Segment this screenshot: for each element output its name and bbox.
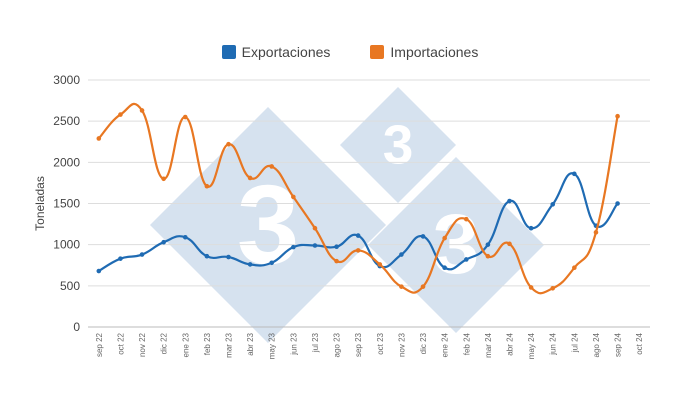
data-point-exportaciones: [291, 244, 296, 250]
data-point-importaciones: [593, 230, 599, 235]
y-tick-label: 500: [60, 279, 80, 293]
x-tick-label: ene 23: [181, 332, 190, 357]
data-point-exportaciones: [355, 233, 361, 238]
data-point-importaciones: [139, 108, 145, 113]
watermark-numeral: 3: [383, 114, 414, 176]
x-tick-label: sep 22: [95, 332, 104, 357]
data-point-importaciones: [291, 194, 296, 200]
data-point-exportaciones: [442, 265, 447, 271]
x-tick-label: ago 24: [592, 332, 601, 357]
legend-swatch-exportaciones: [221, 45, 236, 59]
data-point-exportaciones: [485, 242, 491, 247]
watermark-diamond: [340, 87, 456, 203]
data-point-exportaciones: [528, 225, 534, 231]
data-point-exportaciones: [463, 257, 469, 262]
x-tick-label: sep 23: [354, 332, 363, 357]
x-tick-label: jul 24: [570, 332, 579, 353]
x-tick-label: feb 23: [203, 332, 212, 355]
data-point-exportaciones: [420, 234, 426, 239]
y-tick-label: 3000: [53, 73, 80, 87]
x-tick-label: ene 24: [441, 332, 450, 357]
data-point-importaciones: [442, 235, 447, 241]
data-point-importaciones: [377, 262, 383, 267]
data-point-importaciones: [312, 225, 318, 231]
x-tick-label: oct 24: [635, 332, 644, 354]
data-point-exportaciones: [247, 262, 253, 267]
data-point-importaciones: [269, 164, 275, 169]
x-tick-label: abr 24: [506, 332, 515, 355]
data-point-exportaciones: [550, 202, 556, 207]
y-axis-title: Toneladas: [33, 176, 47, 231]
y-tick-label: 2500: [53, 114, 80, 128]
data-point-exportaciones: [204, 253, 210, 259]
x-tick-label: feb 24: [462, 332, 471, 355]
y-tick-label: 2000: [53, 155, 80, 169]
data-point-importaciones: [507, 241, 512, 247]
x-tick-label: dic 23: [419, 332, 428, 354]
data-point-importaciones: [420, 284, 426, 289]
watermark-diamond: [150, 107, 386, 343]
data-point-importaciones: [485, 253, 491, 259]
data-point-exportaciones: [269, 260, 275, 266]
data-point-importaciones: [226, 141, 231, 147]
y-tick-label: 1500: [53, 197, 80, 211]
data-point-exportaciones: [226, 254, 231, 260]
watermark-numeral: 3: [237, 162, 299, 287]
data-point-importaciones: [247, 175, 253, 181]
x-tick-label: dic 22: [160, 332, 169, 354]
x-tick-label: nov 23: [397, 332, 406, 357]
legend-item-exportaciones[interactable]: Exportaciones: [221, 44, 331, 60]
data-point-exportaciones: [182, 234, 188, 240]
data-point-exportaciones: [312, 243, 318, 248]
data-point-importaciones: [550, 286, 556, 291]
chart-legend: Exportaciones Importaciones: [0, 44, 700, 60]
data-point-exportaciones: [161, 239, 166, 245]
data-point-importaciones: [615, 113, 620, 119]
data-point-exportaciones: [96, 268, 102, 274]
x-tick-label: ago 23: [333, 332, 342, 357]
y-tick-label: 0: [73, 320, 80, 334]
data-point-importaciones: [463, 216, 469, 222]
series-lines: [96, 102, 620, 295]
data-point-importaciones: [355, 248, 361, 253]
data-point-importaciones: [399, 284, 404, 289]
legend-label-importaciones: Importaciones: [390, 44, 479, 60]
x-tick-label: jul 23: [311, 332, 320, 353]
data-point-exportaciones: [507, 198, 512, 204]
legend-item-importaciones[interactable]: Importaciones: [370, 44, 478, 60]
x-tick-label: jun 23: [289, 332, 298, 355]
y-tick-label: 1000: [53, 238, 80, 252]
data-point-importaciones: [96, 136, 102, 141]
x-tick-label: jun 24: [549, 332, 558, 355]
x-tick-label: mar 23: [225, 332, 234, 357]
data-point-importaciones: [572, 265, 577, 271]
data-point-importaciones: [182, 114, 188, 120]
data-point-exportaciones: [615, 201, 620, 206]
x-tick-label: may 24: [527, 332, 536, 359]
data-point-importaciones: [118, 112, 123, 117]
watermark-logo: 333: [150, 87, 544, 343]
watermark-numeral: 3: [433, 197, 480, 291]
x-tick-label: sep 24: [614, 332, 623, 357]
legend-swatch-importaciones: [370, 45, 385, 59]
data-point-exportaciones: [334, 244, 339, 250]
data-point-exportaciones: [399, 252, 404, 257]
x-tick-label: nov 22: [138, 332, 147, 357]
data-point-exportaciones: [572, 171, 577, 177]
data-point-importaciones: [161, 176, 166, 182]
data-point-importaciones: [528, 285, 534, 290]
data-point-importaciones: [334, 258, 339, 264]
data-point-exportaciones: [139, 252, 145, 257]
x-tick-label: oct 23: [376, 332, 385, 354]
data-point-exportaciones: [118, 256, 123, 261]
x-tick-label: abr 23: [246, 332, 255, 355]
x-tick-label: mar 24: [484, 332, 493, 357]
axes: 0 500 1000 1500 2000 2500 3000 Toneladas sep 22 o…: [33, 73, 650, 359]
legend-label-exportaciones: Exportaciones: [241, 44, 331, 60]
x-tick-label: may 23: [268, 332, 277, 359]
x-tick-label: oct 22: [116, 332, 125, 354]
data-point-importaciones: [204, 183, 210, 189]
